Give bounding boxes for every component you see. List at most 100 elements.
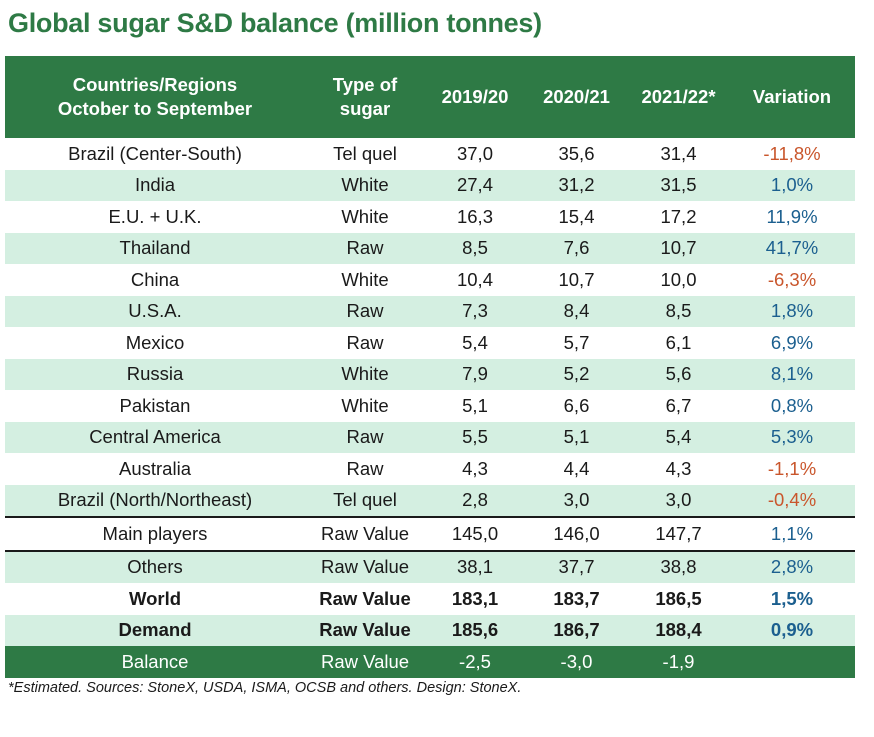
type-cell: Tel quel: [305, 484, 425, 517]
type-cell: Raw Value: [305, 516, 425, 551]
type-cell: Raw: [305, 295, 425, 327]
table-row: Mexico Raw 5,4 5,7 6,1 6,9%: [5, 327, 855, 359]
type-cell: Raw: [305, 421, 425, 453]
variation-cell: -0,4%: [729, 484, 855, 517]
value-2020-21: 10,7: [558, 268, 595, 290]
value-2021-22: 4,3: [665, 457, 692, 479]
value-2021-22: 6,1: [665, 331, 692, 353]
value-2019-20: 183,1: [451, 587, 499, 609]
header-type: Type of sugar: [305, 56, 425, 138]
variation-cell: 41,7%: [729, 232, 855, 264]
region-cell: India: [5, 169, 305, 201]
region-cell: Others: [5, 549, 305, 583]
value-2019-20: 185,6: [425, 614, 525, 646]
value-2020-21: 5,1: [525, 421, 628, 453]
value-2021-22: 31,4: [660, 142, 697, 164]
summary-row-main-players: Main players Raw Value 145,0 146,0 147,7 1,1%: [5, 516, 855, 551]
variation-cell: 11,9%: [766, 205, 818, 227]
value-2020-21: 146,0: [525, 516, 628, 551]
variation-cell: -11,8%: [763, 142, 821, 164]
value-2021-22: 17,2: [660, 205, 697, 227]
table-row: Brazil (Center-South) Tel quel 37,0 35,6 31,…: [5, 138, 855, 170]
chart-title: Global sugar S&D balance (million tonnes…: [8, 8, 542, 38]
table-row: Russia White 7,9 5,2 5,6 8,1%: [5, 358, 855, 390]
value-2019-20: 10,4: [456, 268, 493, 290]
value-2020-21: 15,4: [558, 205, 595, 227]
value-2019-20: 16,3: [456, 205, 493, 227]
value-2020-21: 6,6: [563, 394, 590, 416]
value-2020-21: 5,2: [525, 358, 628, 390]
value-2020-21: 4,4: [563, 457, 590, 479]
variation-cell: [729, 646, 855, 678]
type-cell: Tel quel: [333, 142, 397, 164]
value-2019-20: 4,3: [462, 457, 488, 479]
sugar-balance-table: Countries/Regions October to September T…: [5, 56, 855, 678]
table-row: Central America Raw 5,5 5,1 5,4 5,3%: [5, 421, 855, 453]
type-cell: Raw: [346, 457, 384, 479]
variation-cell: 1,8%: [729, 295, 855, 327]
header-region-line1: Countries/Regions: [72, 74, 238, 95]
header-region-line2: October to September: [57, 98, 253, 119]
value-2020-21: 186,7: [525, 614, 628, 646]
table-row: Pakistan White 5,1 6,6 6,7 0,8%: [5, 390, 855, 422]
variation-cell: 2,8%: [729, 549, 855, 583]
region-cell: Balance: [5, 646, 305, 678]
value-2020-21: 183,7: [553, 587, 600, 609]
value-2020-21: 7,6: [525, 232, 628, 264]
summary-row-balance: Balance Raw Value -2,5 -3,0 -1,9: [5, 646, 855, 678]
value-2019-20: 5,4: [462, 331, 488, 353]
type-cell: Raw Value: [305, 646, 425, 678]
type-cell: White: [341, 205, 389, 227]
value-2021-22: 147,7: [628, 516, 729, 551]
header-type-line2: sugar: [339, 98, 391, 119]
table-row: Australia Raw 4,3 4,4 4,3 -1,1%: [5, 453, 855, 485]
value-2020-21: 31,2: [525, 169, 628, 201]
table-row: India White 27,4 31,2 31,5 1,0%: [5, 169, 855, 201]
value-2019-20: 7,9: [425, 358, 525, 390]
value-2021-22: 5,4: [628, 421, 729, 453]
table-row: China White 10,4 10,7 10,0 -6,3%: [5, 264, 855, 296]
value-2020-21: 5,7: [563, 331, 590, 353]
region-cell: Australia: [119, 457, 191, 479]
type-cell: White: [305, 358, 425, 390]
value-2021-22: 10,7: [628, 232, 729, 264]
variation-cell: 1,0%: [729, 169, 855, 201]
value-2019-20: 37,0: [456, 142, 493, 164]
value-2019-20: 145,0: [425, 516, 525, 551]
variation-cell: -6,3%: [767, 268, 817, 290]
header-2021-22: 2021/22*: [628, 56, 729, 138]
value-2021-22: -1,9: [628, 646, 729, 678]
header-row: Countries/Regions October to September T…: [5, 56, 855, 138]
region-cell: Thailand: [5, 232, 305, 264]
summary-row-world: World Raw Value 183,1 183,7 186,5 1,5%: [5, 583, 855, 615]
region-cell: Russia: [5, 358, 305, 390]
type-cell: Raw Value: [305, 614, 425, 646]
type-cell: Raw Value: [305, 549, 425, 583]
summary-row-demand: Demand Raw Value 185,6 186,7 188,4 0,9%: [5, 614, 855, 646]
value-2020-21: -3,0: [525, 646, 628, 678]
table-body: Brazil (Center-South) Tel quel 37,0 35,6 31,…: [5, 138, 855, 678]
table-row: Brazil (North/Northeast) Tel quel 2,8 3,0 3,…: [5, 484, 855, 517]
variation-cell: 8,1%: [729, 358, 855, 390]
value-2019-20: 7,3: [425, 295, 525, 327]
value-2019-20: 5,5: [425, 421, 525, 453]
variation-cell: 0,8%: [770, 394, 814, 416]
type-cell: Raw Value: [319, 587, 411, 609]
type-cell: White: [305, 169, 425, 201]
region-cell: Brazil (North/Northeast): [5, 484, 305, 517]
region-cell: Demand: [5, 614, 305, 646]
variation-cell: 1,1%: [729, 516, 855, 551]
variation-cell: 0,9%: [729, 614, 855, 646]
summary-row-others: Others Raw Value 38,1 37,7 38,8 2,8%: [5, 549, 855, 583]
region-cell: China: [130, 268, 180, 290]
value-2019-20: 8,5: [425, 232, 525, 264]
variation-cell: 6,9%: [770, 331, 814, 353]
value-2021-22: 8,5: [628, 295, 729, 327]
header-2019-20: 2019/20: [425, 56, 525, 138]
type-cell: White: [341, 268, 389, 290]
table-row: Thailand Raw 8,5 7,6 10,7 41,7%: [5, 232, 855, 264]
region-cell: U.S.A.: [5, 295, 305, 327]
header-type-line1: Type of: [332, 74, 398, 95]
region-cell: Pakistan: [119, 394, 191, 416]
value-2021-22: 188,4: [628, 614, 729, 646]
